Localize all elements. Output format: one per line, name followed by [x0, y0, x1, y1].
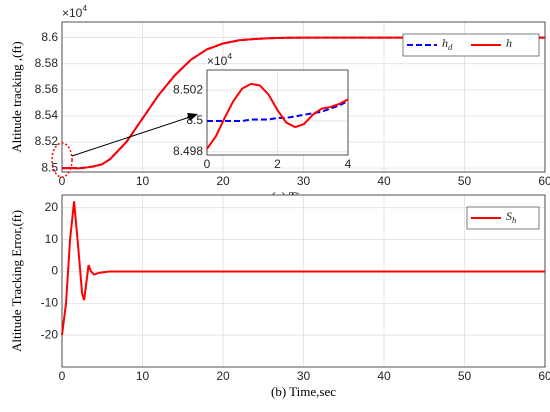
- y-tick-label: -20: [41, 327, 59, 341]
- x-tick-label: 50: [458, 174, 472, 188]
- x-axis-label: (b) Time,sec: [271, 384, 336, 399]
- x-tick-label: 10: [136, 174, 150, 188]
- legend-box: [466, 206, 540, 230]
- y-axis-label: Altitude Tracking Error,(ft): [9, 210, 24, 352]
- x-tick-label: 60: [538, 174, 550, 188]
- x-tick-label: 20: [216, 174, 230, 188]
- y-tick-label: 8.58: [35, 56, 59, 70]
- x-tick-label: 0: [204, 157, 211, 171]
- series-line: [61, 201, 545, 336]
- x-tick-label: 50: [458, 369, 472, 383]
- x-tick-label: 20: [216, 369, 230, 383]
- arrow-head: [187, 113, 198, 121]
- axes-box: [206, 69, 349, 156]
- zoom-arrow: [71, 116, 191, 157]
- legend-label: Sh: [506, 209, 516, 225]
- y-tick-label: 8.5: [41, 160, 58, 174]
- y-tick-label: 8.502: [173, 82, 203, 96]
- y-tick-label: -10: [41, 295, 59, 309]
- series-line: [207, 100, 349, 122]
- series-line: [61, 36, 545, 170]
- legend-label: hd: [442, 36, 453, 52]
- x-tick-label: 0: [59, 369, 66, 383]
- axis-exponent: ×104: [207, 51, 232, 68]
- y-tick-label: 20: [45, 200, 59, 214]
- x-tick-label: 40: [377, 174, 391, 188]
- zoom-annotation: [51, 113, 198, 178]
- legend-label: h: [506, 36, 512, 50]
- y-tick-label: 8.498: [173, 144, 203, 158]
- y-axis-label: Altitude tracking ,(ft): [9, 41, 24, 153]
- y-tick-label: 8.52: [35, 134, 59, 148]
- x-tick-label: 4: [345, 157, 352, 171]
- legend: Sh: [466, 206, 540, 230]
- y-tick-label: 8.54: [35, 108, 59, 122]
- x-tick-label: 30: [297, 174, 311, 188]
- y-tick-label: 10: [45, 232, 59, 246]
- x-tick-label: 30: [297, 369, 311, 383]
- x-tick-label: 0: [59, 174, 66, 188]
- axis-exponent: ×104: [62, 3, 87, 20]
- y-tick-label: 8.56: [35, 82, 59, 96]
- zoom-ellipse: [51, 142, 73, 178]
- x-tick-label: 2: [274, 157, 281, 171]
- legend: hd h: [402, 33, 540, 57]
- x-tick-label: 60: [538, 369, 550, 383]
- series-line: [206, 82, 349, 150]
- x-tick-label: 10: [136, 369, 150, 383]
- axes-box: [61, 21, 546, 173]
- axes-box: [61, 194, 546, 368]
- y-tick-label: 0: [51, 264, 58, 278]
- y-tick-label: 8.6: [41, 30, 58, 44]
- x-tick-label: 40: [377, 369, 391, 383]
